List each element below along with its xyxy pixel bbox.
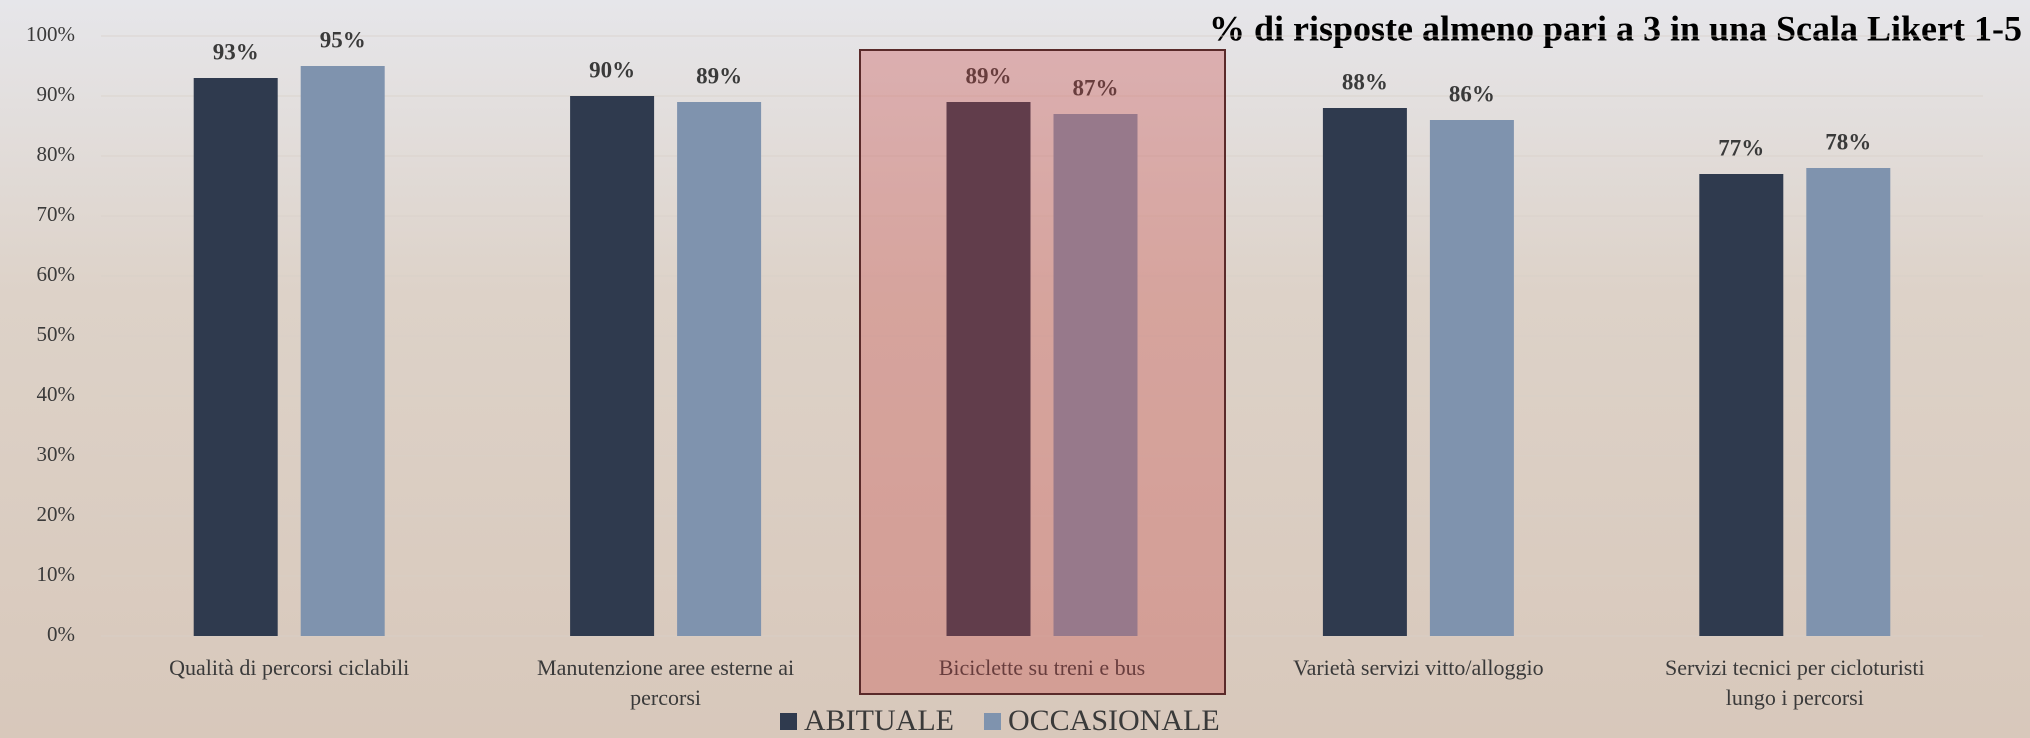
highlight-box bbox=[859, 49, 1226, 695]
bar bbox=[1322, 108, 1407, 636]
data-label: 86% bbox=[1449, 81, 1495, 106]
legend-swatch bbox=[780, 713, 797, 730]
y-tick-label: 90% bbox=[37, 82, 76, 106]
y-tick-label: 20% bbox=[37, 502, 76, 526]
bar bbox=[1053, 114, 1138, 636]
data-label: 89% bbox=[966, 63, 1012, 88]
bar bbox=[193, 78, 278, 636]
x-tick-label: Qualità di percorsi ciclabili bbox=[169, 655, 409, 680]
y-tick-label: 0% bbox=[47, 622, 75, 646]
bar bbox=[300, 66, 385, 636]
plot-area: 0% 10% 20% 30% 40% 50% 60% 70% 80% 90% 100% 93% 95% Q… bbox=[26, 22, 1983, 710]
y-tick-label: 80% bbox=[37, 142, 76, 166]
bar bbox=[677, 102, 762, 636]
y-tick-label: 40% bbox=[37, 382, 76, 406]
x-tick-label: Manutenzione aree esterne ai percorsi bbox=[537, 655, 794, 710]
x-tick-label: Servizi tecnici per cicloturisti lungo i … bbox=[1665, 655, 1925, 710]
bar bbox=[946, 102, 1031, 636]
y-tick-label: 10% bbox=[37, 562, 76, 586]
y-tick-label: 50% bbox=[37, 322, 76, 346]
x-tick-label: Biciclette su treni e bus bbox=[939, 655, 1146, 680]
chart-title: % di risposte almeno pari a 3 in una Sca… bbox=[1209, 8, 2022, 48]
data-label: 89% bbox=[696, 63, 742, 88]
legend-label: ABITUALE bbox=[804, 704, 954, 737]
x-tick-label: Varietà servizi vitto/alloggio bbox=[1293, 655, 1544, 680]
data-label: 88% bbox=[1342, 69, 1388, 94]
y-tick-label: 30% bbox=[37, 442, 76, 466]
data-label: 77% bbox=[1718, 135, 1764, 160]
data-label: 87% bbox=[1073, 75, 1119, 100]
y-tick-label: 60% bbox=[37, 262, 76, 286]
y-tick-label: 70% bbox=[37, 202, 76, 226]
bar bbox=[570, 96, 655, 636]
legend-swatch bbox=[983, 713, 1001, 730]
data-label: 90% bbox=[589, 57, 635, 82]
data-label: 78% bbox=[1825, 129, 1871, 154]
bar bbox=[1699, 174, 1784, 636]
y-tick-label: 100% bbox=[26, 22, 75, 46]
data-label: 95% bbox=[320, 27, 366, 52]
data-label: 93% bbox=[213, 39, 259, 64]
bar bbox=[1429, 120, 1514, 636]
legend-label: OCCASIONALE bbox=[1008, 704, 1220, 737]
bar bbox=[1806, 168, 1891, 636]
